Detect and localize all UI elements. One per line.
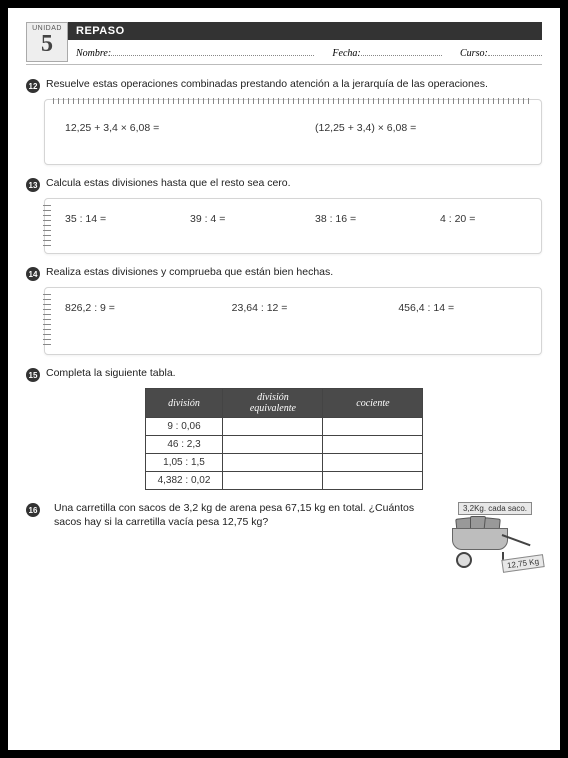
table-header: cociente xyxy=(323,389,423,418)
expression: 456,4 : 14 = xyxy=(398,302,529,314)
fecha-field[interactable] xyxy=(361,44,442,56)
table-header: división equivalente xyxy=(223,389,323,418)
table-cell-empty[interactable] xyxy=(223,436,323,454)
spiral-binding-icon xyxy=(42,294,52,348)
table-cell: 46 : 2,3 xyxy=(145,436,223,454)
wheelbarrow-illustration: 3,2Kg. cada saco. 12,75 Kg xyxy=(432,502,542,572)
exercise-12: 12 Resuelve estas operaciones combinadas… xyxy=(26,78,542,165)
exercise-number-badge: 16 xyxy=(26,503,40,517)
table-cell-empty[interactable] xyxy=(323,436,423,454)
student-info-line: Nombre: Fecha: Curso: xyxy=(76,44,542,62)
exercise-16: 16 Una carretilla con sacos de 3,2 kg de… xyxy=(26,502,542,572)
spiral-binding-icon xyxy=(53,97,533,105)
expression: 38 : 16 = xyxy=(315,213,404,225)
exercise-number-badge: 13 xyxy=(26,178,40,192)
nombre-field[interactable] xyxy=(111,44,314,56)
table-cell-empty[interactable] xyxy=(223,418,323,436)
exercise-prompt: Una carretilla con sacos de 3,2 kg de ar… xyxy=(54,502,424,529)
expression: 35 : 14 = xyxy=(65,213,154,225)
exercise-prompt: Resuelve estas operaciones combinadas pr… xyxy=(46,78,488,92)
answer-box[interactable]: 12,25 + 3,4 × 6,08 = (12,25 + 3,4) × 6,0… xyxy=(44,99,542,165)
expression: 39 : 4 = xyxy=(190,213,279,225)
expression: 826,2 : 9 = xyxy=(65,302,196,314)
answer-box[interactable]: 35 : 14 = 39 : 4 = 38 : 16 = 4 : 20 = xyxy=(44,198,542,254)
table-cell: 1,05 : 1,5 xyxy=(145,454,223,472)
table-header: división xyxy=(145,389,223,418)
division-table: división división equivalente cociente 9… xyxy=(145,388,424,490)
unit-badge: UNIDAD 5 xyxy=(26,22,68,62)
table-cell: 4,382 : 0,02 xyxy=(145,472,223,490)
exercise-prompt: Completa la siguiente tabla. xyxy=(46,367,176,381)
nombre-label: Nombre: xyxy=(76,48,111,59)
table-cell-empty[interactable] xyxy=(323,472,423,490)
exercise-number-badge: 14 xyxy=(26,267,40,281)
worksheet-page: REPASO UNIDAD 5 Nombre: Fecha: Curso: 12… xyxy=(8,8,560,750)
header-rule xyxy=(26,64,542,65)
section-title-bar: REPASO xyxy=(26,22,542,40)
expression: 23,64 : 12 = xyxy=(232,302,363,314)
exercise-prompt: Calcula estas divisiones hasta que el re… xyxy=(46,177,291,191)
expression: 12,25 + 3,4 × 6,08 = xyxy=(65,122,279,134)
table-cell-empty[interactable] xyxy=(223,472,323,490)
curso-field[interactable] xyxy=(488,44,542,56)
fecha-label: Fecha: xyxy=(332,48,360,59)
exercise-14: 14 Realiza estas divisiones y comprueba … xyxy=(26,266,542,355)
exercise-13: 13 Calcula estas divisiones hasta que el… xyxy=(26,177,542,254)
table-cell-empty[interactable] xyxy=(323,454,423,472)
page-header: REPASO UNIDAD 5 Nombre: Fecha: Curso: xyxy=(26,22,542,66)
answer-box[interactable]: 826,2 : 9 = 23,64 : 12 = 456,4 : 14 = xyxy=(44,287,542,355)
expression: 4 : 20 = xyxy=(440,213,529,225)
table-cell: 9 : 0,06 xyxy=(145,418,223,436)
spiral-binding-icon xyxy=(42,205,52,247)
exercise-number-badge: 12 xyxy=(26,79,40,93)
curso-label: Curso: xyxy=(460,48,488,59)
table-cell-empty[interactable] xyxy=(223,454,323,472)
exercise-prompt: Realiza estas divisiones y comprueba que… xyxy=(46,266,333,280)
exercise-15: 15 Completa la siguiente tabla. división… xyxy=(26,367,542,490)
unit-number: 5 xyxy=(41,31,53,57)
table-cell-empty[interactable] xyxy=(323,418,423,436)
exercise-number-badge: 15 xyxy=(26,368,40,382)
expression: (12,25 + 3,4) × 6,08 = xyxy=(315,122,529,134)
